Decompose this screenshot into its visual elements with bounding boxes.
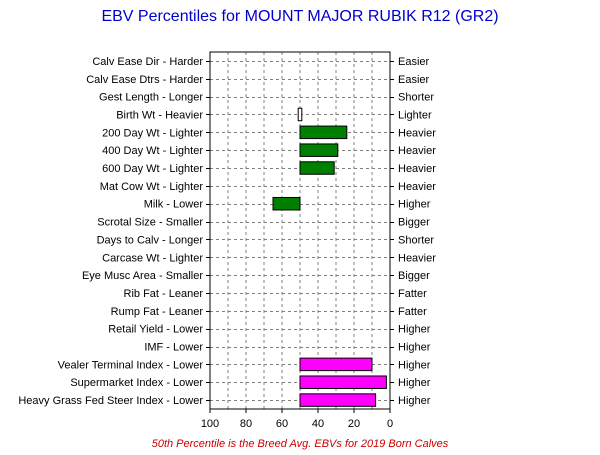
- row-label-left: 200 Day Wt - Lighter: [102, 127, 203, 139]
- bar-supermarket-index: [299, 375, 387, 389]
- row-label-right: Heavier: [398, 145, 436, 157]
- bar-milk: [272, 196, 301, 211]
- row-label-left: Scrotal Size - Smaller: [97, 217, 203, 229]
- x-tick-label: 40: [312, 418, 324, 430]
- row-label-right: Shorter: [398, 92, 434, 104]
- x-tick-label: 0: [387, 418, 393, 430]
- plot-frame: [209, 51, 391, 410]
- x-tick-label: 80: [240, 418, 252, 430]
- row-label-left: Supermarket Index - Lower: [70, 377, 203, 389]
- chart-bars: [272, 107, 387, 407]
- bar-400-day-wt: [299, 143, 339, 157]
- row-label-right: Bigger: [398, 270, 430, 282]
- row-label-right: Easier: [398, 56, 430, 68]
- right-labels: Easier Easier Shorter Lighter Heavier Heavier…: [398, 56, 436, 407]
- row-label-right: Shorter: [398, 234, 434, 246]
- row-label-right: Higher: [398, 342, 431, 354]
- chart-grid: [210, 52, 390, 409]
- row-label-right: Higher: [398, 395, 431, 407]
- row-label-left: Vealer Terminal Index - Lower: [58, 359, 204, 371]
- bar-birth-wt: [297, 107, 303, 122]
- row-label-right: Higher: [398, 377, 431, 389]
- row-label-right: Bigger: [398, 217, 430, 229]
- bar-600-day-wt: [299, 161, 335, 175]
- row-label-right: Fatter: [398, 306, 427, 318]
- row-label-right: Lighter: [398, 109, 432, 121]
- row-label-right: Easier: [398, 74, 430, 86]
- row-label-left: Gest Length - Longer: [99, 92, 203, 104]
- chart-footnote: 50th Percentile is the Breed Avg. EBVs f…: [152, 438, 449, 450]
- x-tick-label: 60: [276, 418, 288, 430]
- row-label-right: Heavier: [398, 252, 436, 264]
- row-label-left: Eye Musc Area - Smaller: [82, 270, 203, 282]
- bar-heavy-grass-fed-steer-index: [299, 393, 377, 407]
- row-label-left: 400 Day Wt - Lighter: [102, 145, 203, 157]
- row-label-left: Heavy Grass Fed Steer Index - Lower: [18, 395, 203, 407]
- row-label-right: Heavier: [398, 181, 436, 193]
- row-label-left: Rump Fat - Leaner: [111, 306, 204, 318]
- tick-marks: [206, 61, 394, 413]
- row-label-right: Higher: [398, 359, 431, 371]
- row-label-right: Higher: [398, 324, 431, 336]
- bar-vealer-terminal-index: [299, 357, 373, 372]
- row-label-left: Rib Fat - Leaner: [124, 288, 204, 300]
- row-label-left: Birth Wt - Heavier: [116, 109, 203, 121]
- chart-title: EBV Percentiles for MOUNT MAJOR RUBIK R1…: [101, 8, 498, 25]
- x-tick-label: 20: [348, 418, 360, 430]
- row-label-left: Calv Ease Dtrs - Harder: [86, 74, 203, 86]
- bar-200-day-wt: [299, 125, 348, 140]
- x-tick-label: 100: [201, 418, 219, 430]
- row-label-left: Days to Calv - Longer: [97, 234, 204, 246]
- left-labels: Calv Ease Dir - Harder Calv Ease Dtrs - H…: [18, 56, 203, 407]
- row-label-right: Heavier: [398, 163, 436, 175]
- x-tick-labels: 100 80 60 40 20 0: [201, 418, 393, 430]
- row-label-right: Heavier: [398, 127, 436, 139]
- row-label-left: Mat Cow Wt - Lighter: [100, 181, 204, 193]
- row-label-right: Fatter: [398, 288, 427, 300]
- row-label-left: Carcase Wt - Lighter: [102, 252, 203, 264]
- row-label-right: Higher: [398, 199, 431, 211]
- row-label-left: Retail Yield - Lower: [108, 324, 203, 336]
- row-label-left: Calv Ease Dir - Harder: [92, 56, 203, 68]
- row-label-left: 600 Day Wt - Lighter: [102, 163, 203, 175]
- row-label-left: IMF - Lower: [144, 342, 203, 354]
- row-label-left: Milk - Lower: [144, 199, 204, 211]
